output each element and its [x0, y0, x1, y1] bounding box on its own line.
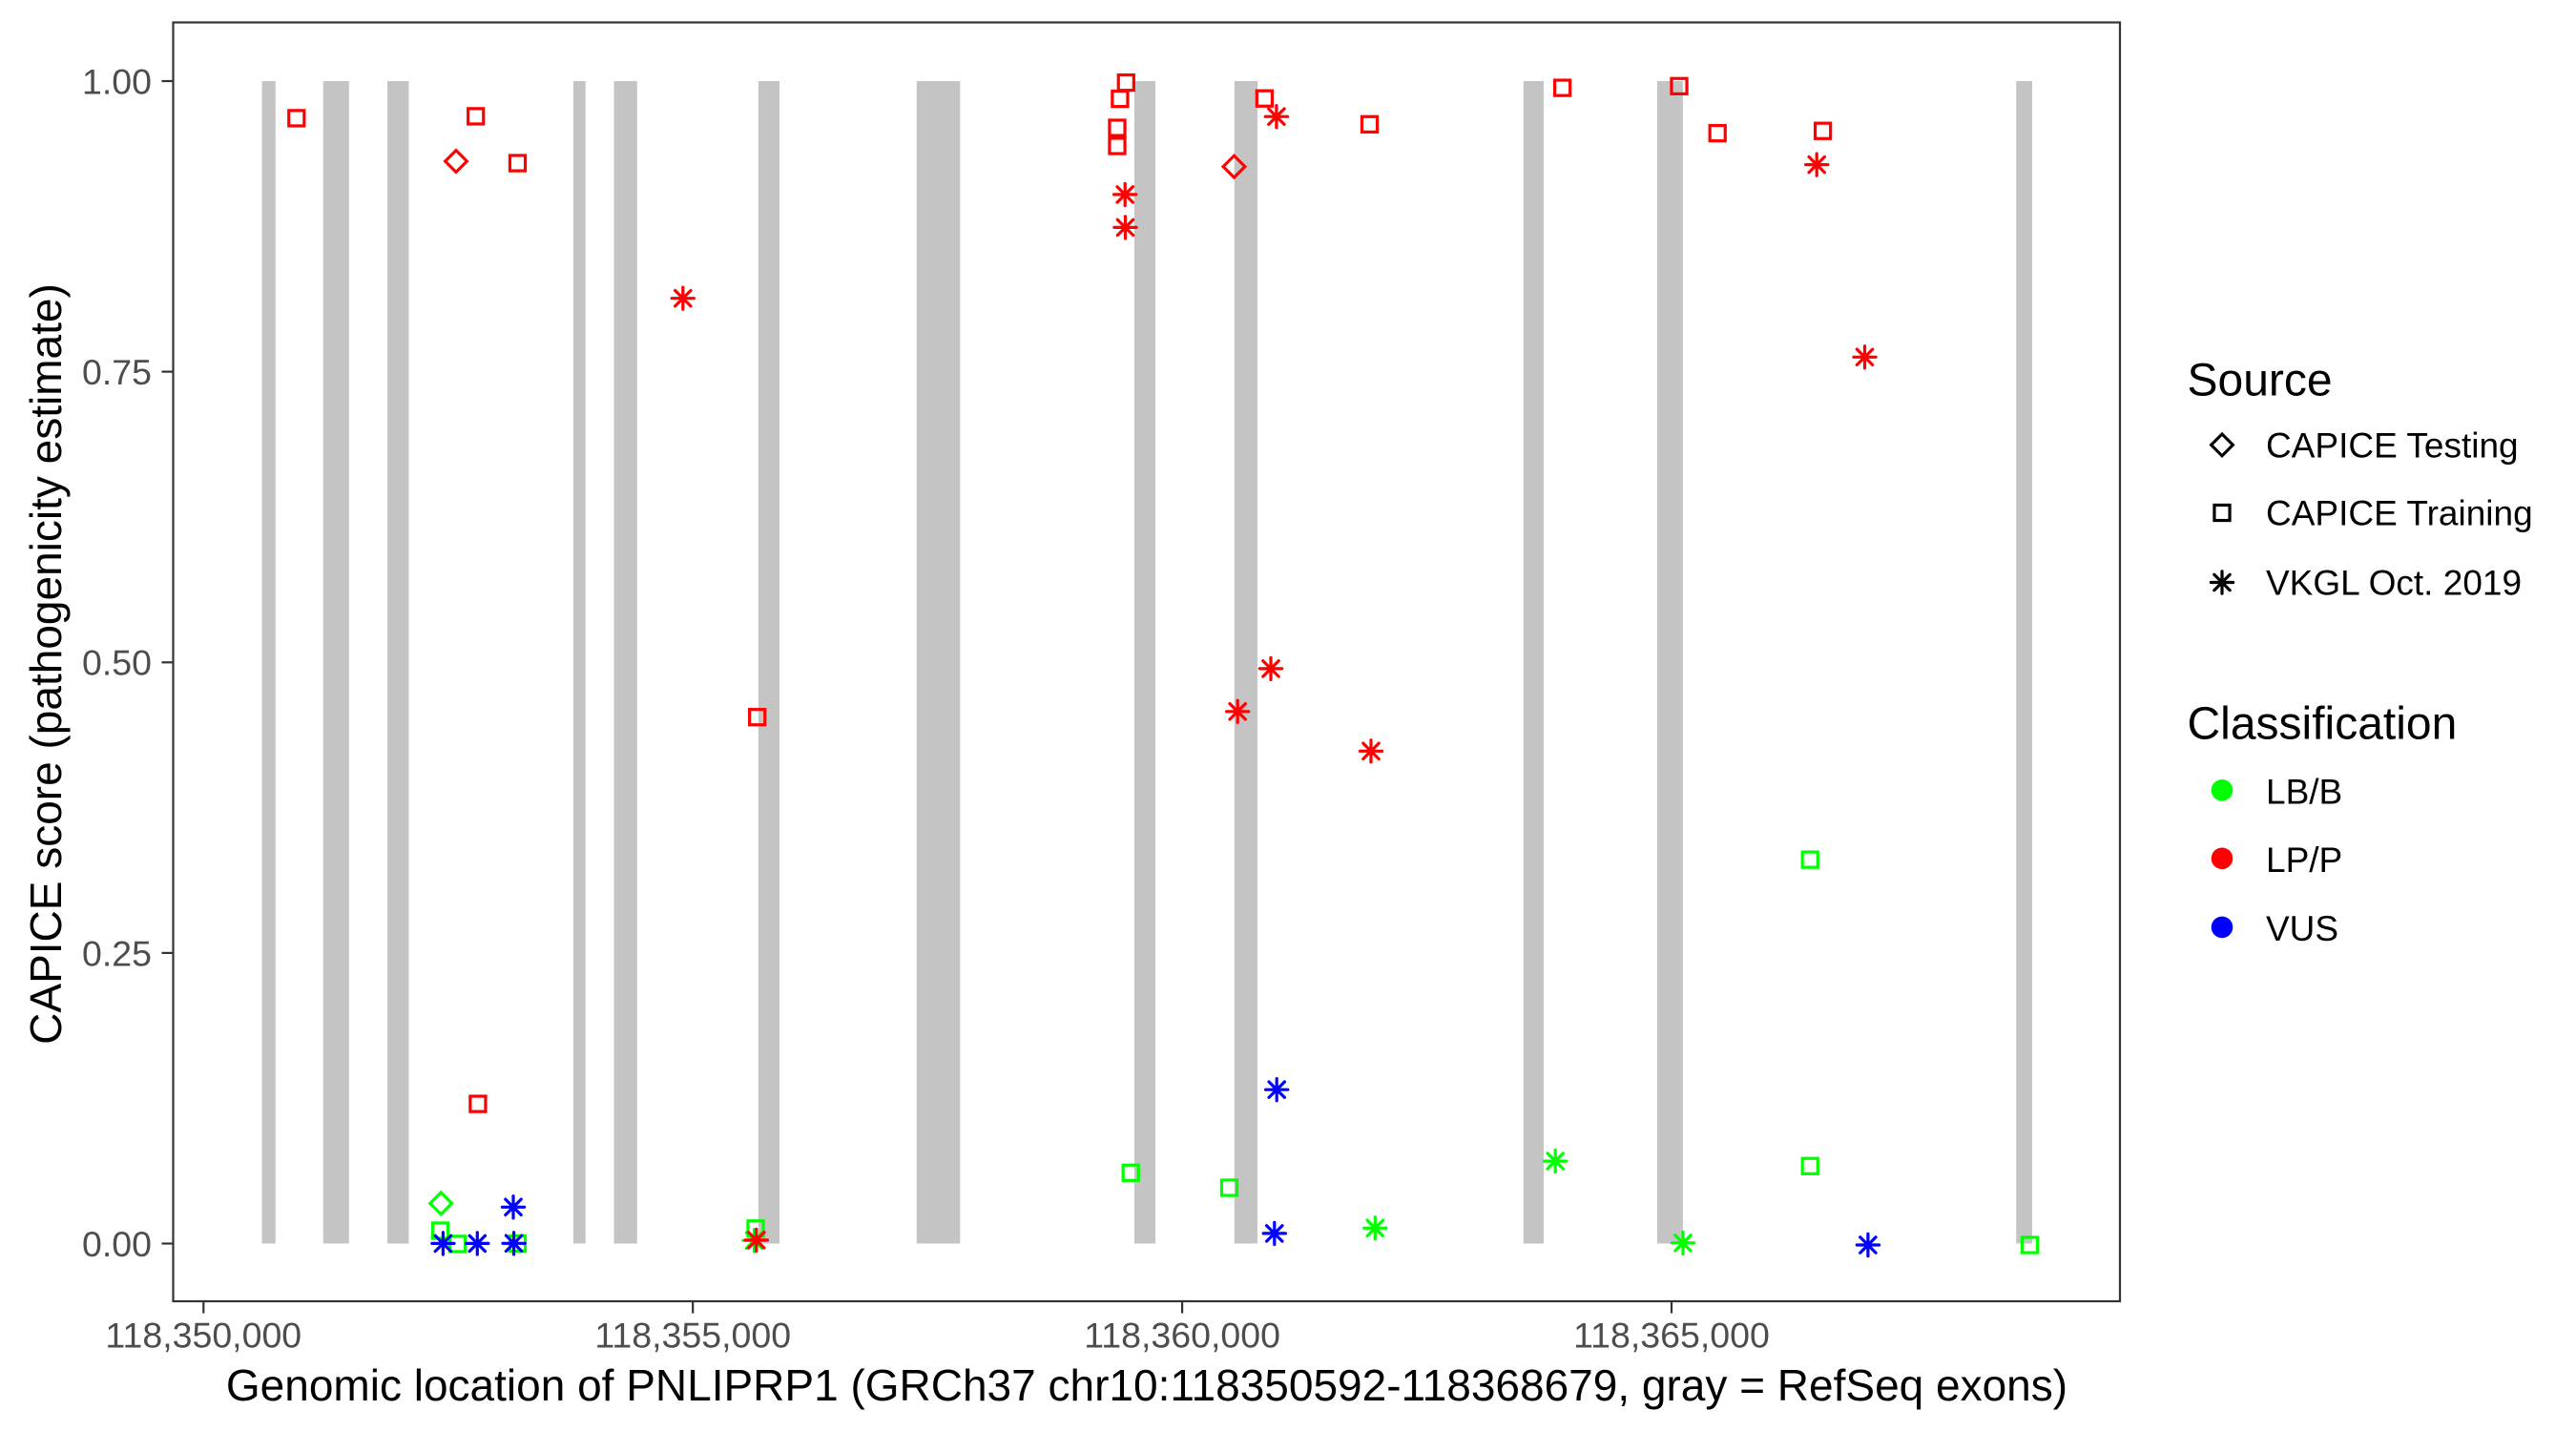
- svg-text:118,365,000: 118,365,000: [1573, 1316, 1770, 1356]
- svg-text:Source: Source: [2188, 356, 2333, 406]
- svg-text:118,360,000: 118,360,000: [1084, 1316, 1280, 1356]
- svg-text:118,355,000: 118,355,000: [594, 1316, 791, 1356]
- svg-text:Genomic location of PNLIPRP1 (: Genomic location of PNLIPRP1 (GRCh37 chr…: [226, 1360, 2067, 1410]
- svg-text:Classification: Classification: [2188, 698, 2458, 749]
- svg-text:118,350,000: 118,350,000: [105, 1316, 301, 1356]
- svg-text:0.00: 0.00: [82, 1224, 152, 1264]
- svg-text:LB/B: LB/B: [2266, 773, 2342, 812]
- svg-text:CAPICE Testing: CAPICE Testing: [2266, 426, 2519, 466]
- svg-text:LP/P: LP/P: [2266, 840, 2342, 880]
- svg-text:0.50: 0.50: [82, 643, 152, 683]
- svg-text:0.75: 0.75: [82, 352, 152, 392]
- svg-text:CAPICE Training: CAPICE Training: [2266, 494, 2533, 533]
- svg-text:1.00: 1.00: [82, 61, 152, 101]
- svg-text:0.25: 0.25: [82, 933, 152, 973]
- svg-text:CAPICE score (pathogenicity es: CAPICE score (pathogenicity estimate): [21, 283, 71, 1045]
- svg-text:VUS: VUS: [2266, 909, 2338, 948]
- svg-text:VKGL Oct. 2019: VKGL Oct. 2019: [2266, 564, 2522, 603]
